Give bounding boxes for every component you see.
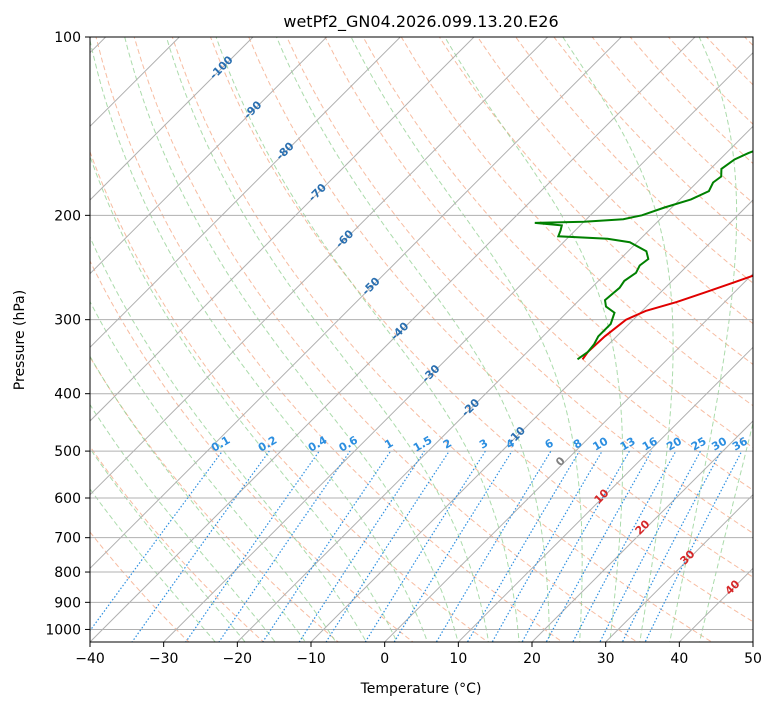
x-tick-label: −30 (149, 651, 179, 667)
mixing-ratio-line (364, 450, 486, 642)
y-tick-label: 600 (54, 491, 81, 507)
isotherm-line (310, 199, 753, 642)
mixing-ratio-line (90, 450, 223, 632)
isotherm-line (90, 37, 328, 275)
x-axis-ticks: −40 −30 −20 −10 0 10 20 30 40 50 (75, 642, 762, 667)
y-axis-label: Pressure (hPa) (12, 290, 28, 390)
mixing-ratio-line (644, 450, 743, 642)
mixing-ratio-line (298, 450, 425, 642)
mixing-ratio-line (521, 450, 631, 642)
mixing-ratio-line (466, 450, 580, 642)
isotherm-line (90, 37, 549, 496)
dry-adiabats (90, 10, 775, 654)
moist-adiabat-line (215, 37, 520, 642)
dry-adiabat-line (756, 10, 775, 654)
y-tick-label: 900 (54, 595, 81, 611)
mixing-ratio-line (218, 450, 351, 642)
chart-title: wetPf2_GN04.2026.099.13.20.E26 (283, 12, 558, 32)
mixing-ratio-line (393, 450, 513, 642)
dry-adiabat-line (362, 37, 753, 449)
isotherm-line (90, 37, 181, 128)
profile-series (534, 150, 753, 361)
isotherm-line (383, 272, 753, 642)
mixing-ratio-line (262, 450, 392, 642)
isotherm-line (90, 37, 402, 349)
plot-area: -100-90-80-70-60-50-40-30-20-10 0.1 0.2 0.… (0, 10, 775, 654)
dry-adiabat-line (133, 37, 638, 642)
mixing-ratio-line (599, 450, 702, 642)
isotherm-line (0, 10, 59, 654)
moist-adiabat-line (90, 355, 307, 642)
y-tick-label: 200 (54, 208, 81, 224)
x-tick-label: −20 (223, 651, 253, 667)
x-tick-label: 20 (523, 651, 541, 667)
plot-background (90, 37, 753, 642)
isotherm-line (531, 420, 753, 642)
y-tick-label: 300 (54, 313, 81, 329)
x-axis-label: Temperature (°C) (360, 681, 482, 697)
y-tick-label: 800 (54, 565, 81, 581)
dry-adiabat-line (477, 37, 753, 325)
isotherm-line (604, 493, 753, 642)
isotherm-line (90, 37, 623, 570)
y-tick-label: 1000 (45, 622, 81, 638)
temperature-line (581, 274, 753, 360)
mixing-ratio-line (185, 450, 320, 642)
x-tick-label: −40 (75, 651, 105, 667)
mixing-ratio-line (325, 450, 450, 642)
dry-adiabat-line (515, 37, 753, 284)
dry-adiabat-line (171, 37, 713, 642)
plot-frame (89, 36, 754, 643)
dry-adiabat-line (90, 531, 190, 642)
isotherm-line (236, 125, 753, 642)
dry-adiabat-line (248, 37, 753, 578)
isotherm-line (90, 37, 254, 201)
dewpoint-line (534, 150, 753, 361)
isotherm-line (90, 37, 475, 422)
x-tick-label: 10 (449, 651, 467, 667)
dry-adiabat-line (90, 259, 414, 642)
isotherm-line (90, 37, 696, 642)
x-tick-label: 30 (597, 651, 615, 667)
moist-adiabat-line (669, 37, 738, 642)
dry-adiabat-line (95, 37, 564, 642)
mixing-ratio-line (491, 450, 603, 642)
mixing-ratio-lines (90, 450, 743, 642)
dry-adiabat-line (400, 37, 753, 407)
moist-adiabat-line (90, 235, 367, 642)
x-tick-label: −10 (296, 651, 326, 667)
mixing-ratio-line (435, 450, 552, 642)
y-tick-label: 100 (54, 30, 81, 46)
isotherm-lines (0, 10, 753, 654)
y-tick-label: 400 (54, 387, 81, 403)
x-tick-label: 0 (380, 651, 389, 667)
y-tick-label: 700 (54, 531, 81, 547)
y-axis-ticks: 100 200 300 400 500 600 700 800 900 1000 (45, 30, 90, 638)
x-tick-label: 50 (744, 651, 762, 667)
isotherm-line (457, 346, 753, 642)
x-tick-label: 40 (670, 651, 688, 667)
dry-adiabat-line (90, 445, 265, 642)
moist-adiabat-line (562, 37, 674, 642)
y-tick-label: 500 (54, 444, 81, 460)
mixing-ratio-line (621, 450, 722, 642)
isotherm-line (162, 51, 753, 642)
